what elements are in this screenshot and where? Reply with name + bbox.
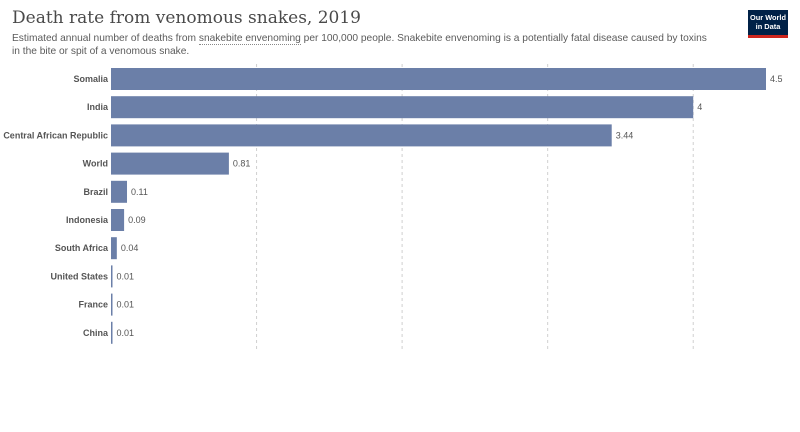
chart-title: Death rate from venomous snakes, 2019 [12, 8, 361, 28]
value-label: 4.5 [770, 74, 783, 84]
logo-accent-bar [748, 35, 788, 38]
bar[interactable] [111, 293, 113, 316]
value-label: 0.81 [233, 159, 251, 169]
value-label: 0.01 [117, 300, 135, 310]
logo-line-1: Our World [750, 13, 786, 22]
subtitle-text-before: Estimated annual number of deaths from [12, 33, 199, 44]
value-label: 0.01 [117, 328, 135, 338]
value-label: 0.04 [121, 243, 139, 253]
category-label: South Africa [55, 243, 109, 253]
bar[interactable] [111, 265, 113, 288]
value-label: 0.01 [117, 271, 135, 281]
bar[interactable] [111, 321, 113, 344]
owid-logo[interactable]: Our World in Data [748, 10, 788, 38]
category-label: Brazil [83, 187, 108, 197]
category-label: World [83, 159, 108, 169]
value-label: 0.09 [128, 215, 146, 225]
bar[interactable] [111, 152, 229, 175]
category-label: Central African Republic [3, 130, 108, 140]
category-label: United States [50, 271, 108, 281]
bar[interactable] [111, 237, 117, 260]
subtitle-text-after: per 100,000 people. Snakebite envenoming… [12, 33, 707, 57]
snakebite-envenoming-link[interactable]: snakebite envenoming [198, 33, 301, 45]
logo-line-2: in Data [755, 21, 781, 31]
category-label: India [87, 102, 109, 112]
bar[interactable] [111, 96, 694, 119]
value-label: 4 [697, 102, 702, 112]
bar[interactable] [111, 209, 125, 231]
category-label: China [83, 328, 109, 338]
category-label: Somalia [73, 74, 109, 84]
bar[interactable] [111, 124, 612, 147]
category-label: Indonesia [66, 215, 109, 225]
bar[interactable] [111, 180, 128, 203]
value-label: 0.11 [131, 187, 148, 197]
value-label: 3.44 [616, 130, 634, 140]
bar[interactable] [111, 68, 766, 90]
chart-subtitle: Estimated annual number of deaths from s… [12, 32, 712, 58]
category-label: France [78, 300, 108, 310]
